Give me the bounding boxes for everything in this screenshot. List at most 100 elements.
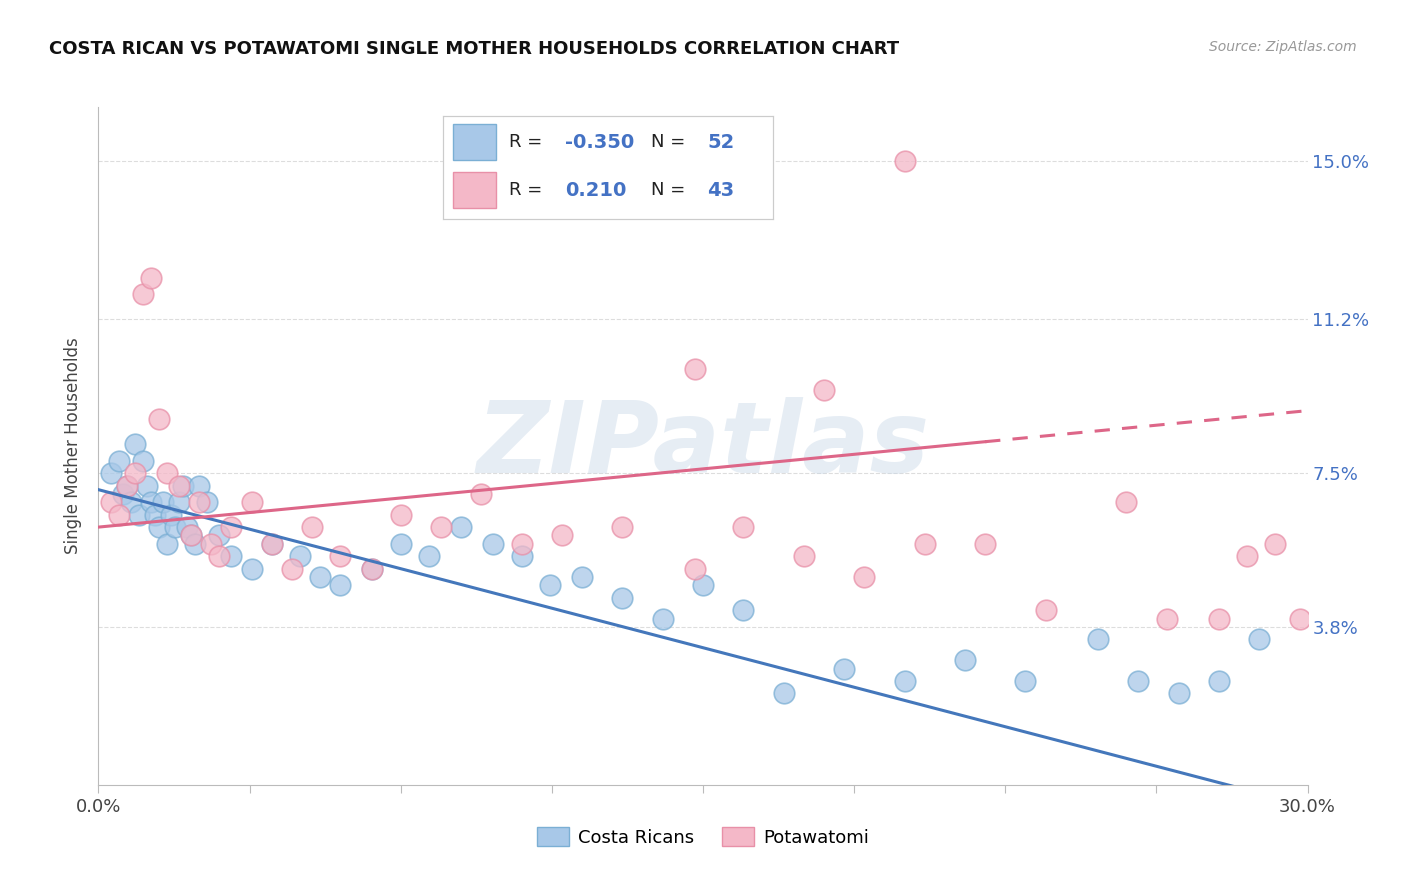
Point — [1128, 673, 1150, 688]
Point — [135, 478, 157, 492]
Point — [651, 611, 673, 625]
Bar — [453, 124, 496, 160]
Point — [389, 508, 412, 522]
Point — [281, 562, 304, 576]
Point — [132, 453, 155, 467]
Point — [482, 537, 505, 551]
Point — [139, 495, 162, 509]
Point — [172, 478, 194, 492]
Text: Source: ZipAtlas.com: Source: ZipAtlas.com — [1209, 40, 1357, 54]
Point — [510, 537, 533, 551]
Legend: Costa Ricans, Potawatomi: Costa Ricans, Potawatomi — [530, 820, 876, 854]
Point — [132, 287, 155, 301]
Point — [361, 562, 384, 576]
Point — [1249, 632, 1271, 647]
Point — [221, 549, 243, 564]
Point — [1288, 611, 1310, 625]
Point — [111, 487, 134, 501]
Point — [124, 466, 146, 480]
Point — [100, 495, 122, 509]
Point — [612, 520, 634, 534]
Point — [733, 603, 755, 617]
Point — [260, 537, 283, 551]
Point — [450, 520, 472, 534]
Point — [115, 478, 138, 492]
Point — [1208, 611, 1230, 625]
Point — [418, 549, 440, 564]
Point — [914, 537, 936, 551]
Point — [167, 478, 190, 492]
Point — [188, 495, 211, 509]
Point — [813, 383, 835, 397]
Point — [200, 537, 222, 551]
Text: 0.210: 0.210 — [565, 181, 627, 200]
Text: R =: R = — [509, 133, 543, 151]
Point — [1316, 578, 1339, 592]
Point — [683, 362, 706, 376]
Y-axis label: Single Mother Households: Single Mother Households — [65, 338, 83, 554]
Point — [288, 549, 311, 564]
Point — [1167, 686, 1189, 700]
Text: -0.350: -0.350 — [565, 133, 634, 152]
Point — [389, 537, 412, 551]
Point — [107, 453, 129, 467]
Point — [974, 537, 997, 551]
Point — [1035, 603, 1057, 617]
Point — [188, 478, 211, 492]
Point — [156, 537, 179, 551]
Point — [156, 466, 179, 480]
Point — [152, 495, 174, 509]
Point — [301, 520, 323, 534]
Point — [208, 549, 231, 564]
Point — [1014, 673, 1036, 688]
Point — [612, 591, 634, 605]
Point — [115, 478, 138, 492]
Point — [240, 495, 263, 509]
Point — [107, 508, 129, 522]
Point — [1087, 632, 1109, 647]
Point — [167, 495, 190, 509]
Point — [124, 437, 146, 451]
Point — [329, 549, 352, 564]
Point — [160, 508, 183, 522]
Point — [1264, 537, 1286, 551]
Point — [128, 508, 150, 522]
Point — [893, 154, 915, 169]
Point — [148, 520, 170, 534]
Point — [163, 520, 186, 534]
Point — [733, 520, 755, 534]
Bar — [453, 172, 496, 208]
Text: 43: 43 — [707, 181, 734, 200]
Point — [683, 562, 706, 576]
Point — [309, 570, 332, 584]
Point — [1236, 549, 1258, 564]
Point — [832, 661, 855, 675]
Point — [180, 528, 202, 542]
Point — [195, 495, 218, 509]
Point — [793, 549, 815, 564]
Point — [143, 508, 166, 522]
Point — [853, 570, 876, 584]
Point — [953, 653, 976, 667]
Point — [470, 487, 492, 501]
Point — [361, 562, 384, 576]
Point — [893, 673, 915, 688]
Point — [208, 528, 231, 542]
Point — [240, 562, 263, 576]
Point — [571, 570, 593, 584]
Point — [692, 578, 714, 592]
Point — [1115, 495, 1137, 509]
Text: ZIPatlas: ZIPatlas — [477, 398, 929, 494]
Point — [551, 528, 574, 542]
Point — [176, 520, 198, 534]
Point — [510, 549, 533, 564]
Point — [221, 520, 243, 534]
Point — [148, 412, 170, 426]
Point — [1208, 673, 1230, 688]
Text: 52: 52 — [707, 133, 734, 152]
Text: N =: N = — [651, 133, 685, 151]
Text: N =: N = — [651, 181, 685, 199]
Point — [329, 578, 352, 592]
Point — [538, 578, 561, 592]
Text: COSTA RICAN VS POTAWATOMI SINGLE MOTHER HOUSEHOLDS CORRELATION CHART: COSTA RICAN VS POTAWATOMI SINGLE MOTHER … — [49, 40, 900, 58]
